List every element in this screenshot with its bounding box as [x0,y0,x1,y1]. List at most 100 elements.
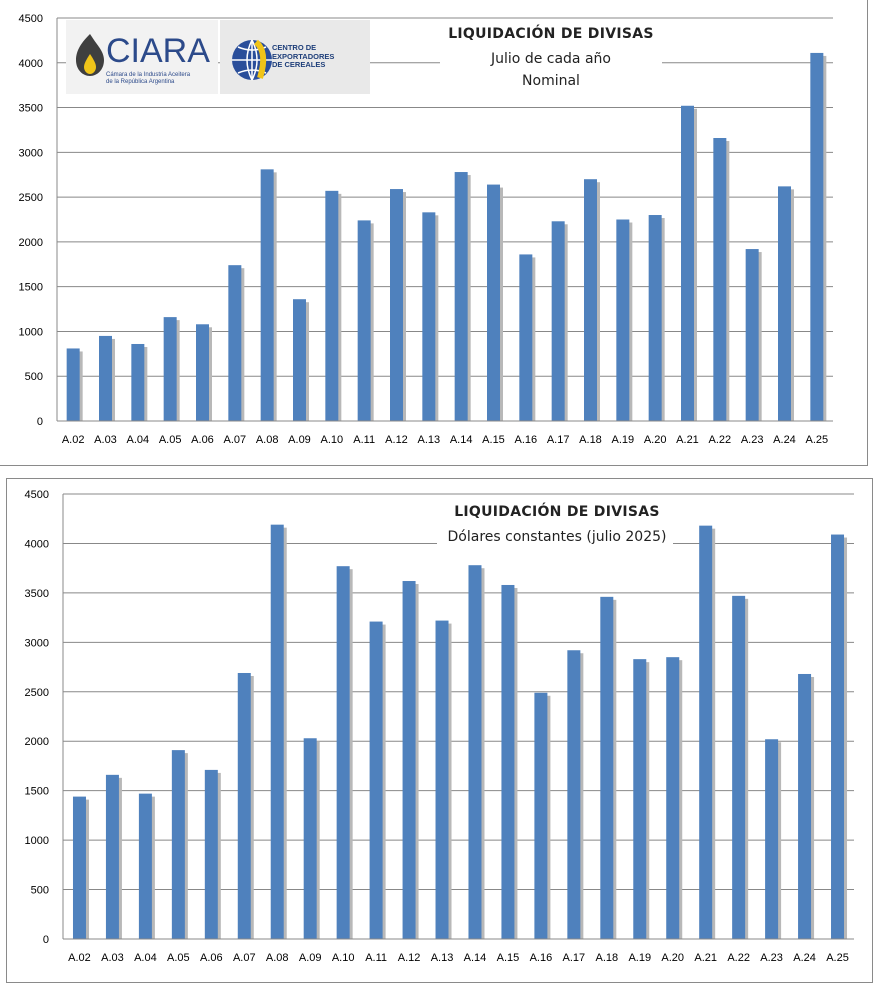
y-tick-label: 3000 [25,637,49,649]
bar [228,265,242,421]
bar [713,138,727,421]
x-tick-label: A.23 [741,434,764,446]
x-tick-label: A.24 [773,434,796,446]
bar [633,659,647,939]
x-tick-label: A.04 [127,434,150,446]
x-tick-label: A.06 [200,952,223,964]
bar [810,52,824,421]
bar [325,190,339,421]
bar [454,172,468,421]
bar [501,584,515,939]
bar [551,221,565,421]
y-tick-label: 3500 [19,103,43,115]
x-tick-label: A.07 [233,952,256,964]
ciara-logo: CIARA Cámara de la Industria Aceitera de… [66,20,218,94]
y-tick-label: 2000 [19,237,43,249]
x-tick-label: A.17 [547,434,570,446]
bar [422,212,436,421]
x-tick-label: A.05 [167,952,190,964]
bar [105,774,119,939]
x-tick-label: A.06 [191,434,214,446]
x-tick-label: A.14 [450,434,473,446]
bar [303,738,317,939]
x-tick-label: A.18 [579,434,602,446]
bar [260,169,274,421]
title-backdrop [437,497,673,549]
x-tick-label: A.03 [101,952,124,964]
x-tick-label: A.17 [563,952,586,964]
x-tick-label: A.12 [385,434,408,446]
x-tick-label: A.24 [793,952,816,964]
cec-logo: CENTRO DE EXPORTADORES DE CEREALES [220,20,370,94]
chart-constant: 0 500 1000 1500 2000 2500 3000 3500 4000 4500 A.02… [25,489,854,964]
bar [270,524,284,939]
cec-logo-text: CENTRO DE EXPORTADORES DE CEREALES [272,43,335,70]
x-tick-label: A.19 [628,952,651,964]
x-tick-label: A.15 [482,434,505,446]
bar [357,220,371,421]
y-tick-label: 0 [37,416,43,428]
y-tick-label: 3000 [19,147,43,159]
bar [648,215,662,421]
title-backdrop [440,20,662,96]
bar [171,750,185,939]
bar [798,673,812,939]
bar [369,621,383,939]
bar [163,317,177,421]
y-tick-label: 2000 [25,736,49,748]
y-tick-label: 2500 [25,687,49,699]
x-tick-label: A.14 [464,952,487,964]
bar [616,219,630,421]
y-tick-label: 1500 [25,786,49,798]
x-tick-label: A.25 [806,434,829,446]
bar [732,595,746,939]
x-tick-label: A.20 [661,952,684,964]
y-tick-label: 1000 [19,326,43,338]
x-tick-label: A.10 [321,434,344,446]
x-tick-label: A.10 [332,952,355,964]
y-tick-label: 2500 [19,192,43,204]
x-tick-label: A.07 [224,434,247,446]
y-tick-label: 4000 [19,58,43,70]
chart-title: LIQUIDACIÓN DE DIVISAS [454,502,660,520]
x-tick-label: A.11 [365,952,387,964]
chart-title: LIQUIDACIÓN DE DIVISAS [448,24,654,42]
bar [99,335,112,421]
chart-panel-nominal: 0 500 1000 1500 2000 2500 3000 3500 4000 4500 A.02… [0,0,868,466]
x-tick-label: A.11 [353,434,375,446]
x-tick-label: A.03 [94,434,117,446]
x-tick-label: A.05 [159,434,182,446]
bar [681,105,694,422]
x-tick-label: A.04 [134,952,157,964]
bar [519,254,533,421]
x-tick-label: A.23 [760,952,783,964]
bar [600,596,614,939]
y-tick-label: 4500 [19,13,43,25]
bar [131,343,145,421]
ciara-logo-subtitle: Cámara de la Industria Aceitera de la Re… [106,72,191,85]
bar [699,525,713,939]
y-tick-label: 4500 [25,489,49,501]
bar [468,565,482,939]
bar [778,186,791,421]
bar [745,249,759,421]
y-tick-label: 3500 [25,588,49,600]
x-tick-label: A.19 [612,434,635,446]
chart-subtitle: Dólares constantes (julio 2025) [448,529,667,545]
bar [435,620,449,939]
ciara-logo-wordmark: CIARA [106,32,210,70]
bar [402,581,416,939]
y-tick-label: 500 [31,885,49,897]
y-tick-label: 0 [43,934,49,946]
x-tick-label: A.20 [644,434,667,446]
x-tick-label: A.21 [694,952,717,964]
chart-subtitle: Julio de cada año [490,51,611,67]
bar [567,650,581,939]
x-tick-label: A.02 [68,952,91,964]
globe-wheat-icon [232,39,272,81]
x-tick-label: A.18 [595,952,618,964]
bar [765,739,779,939]
x-tick-label: A.08 [256,434,279,446]
bar [336,566,350,939]
x-tick-label: A.09 [288,434,311,446]
